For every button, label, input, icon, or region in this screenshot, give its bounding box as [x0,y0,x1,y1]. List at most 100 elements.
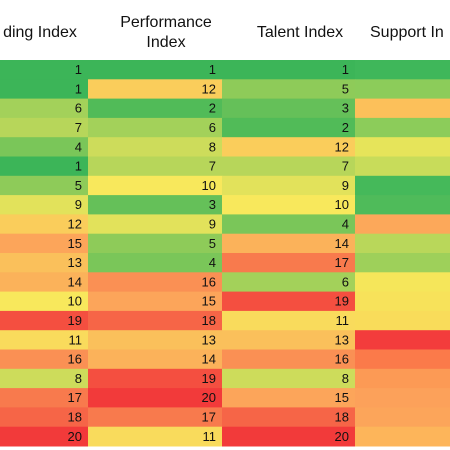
cell-value: 1 [75,159,82,174]
heat-cell [222,291,356,312]
cell-value: 11 [203,429,217,444]
heat-cell [88,291,223,312]
cell-value: 1 [75,62,82,77]
cell-value: 6 [75,101,82,116]
cell-value: 16 [335,352,349,367]
heat-cell [88,214,223,235]
cell-value: 9 [209,216,216,231]
cell-value: 18 [335,409,349,424]
cell-value: 2 [209,101,216,116]
heat-cell [355,156,450,177]
heat-cell [355,310,450,331]
cell-value: 16 [68,352,82,367]
cell-value: 18 [68,409,82,424]
heat-cell [0,330,89,350]
heat-cell [355,349,450,370]
cell-value: 19 [202,371,216,386]
cell-value: 13 [68,255,82,270]
cell-value: 18 [202,313,216,328]
heat-cell [222,156,356,177]
heat-cell [88,388,223,408]
heat-cell [0,426,89,447]
heat-cell [0,253,89,273]
heat-cell [0,117,89,138]
heat-cell [355,117,450,138]
cell-value: 11 [336,313,350,328]
cell-value: 17 [202,409,216,424]
cell-value: 10 [202,178,216,193]
cell-value: 4 [209,255,216,270]
heat-cell [222,137,356,157]
heat-cell [0,98,89,119]
heat-cell [222,388,356,408]
heat-cell [88,272,223,293]
heat-cell [355,79,450,100]
heat-cell [355,195,450,215]
cell-value: 5 [75,178,82,193]
heat-cell [0,137,89,157]
heat-cell [88,310,223,331]
heat-cell [222,60,356,80]
cell-value: 12 [202,81,216,96]
cell-value: 1 [75,81,82,96]
heat-cell [355,407,450,428]
heat-cell [355,253,450,273]
heat-cell [355,175,450,196]
cell-value: 5 [342,81,349,96]
heat-cell [222,175,356,196]
heat-cell [0,368,89,389]
heat-cell [0,310,89,331]
cell-value: 20 [335,429,349,444]
heat-cell [0,175,89,196]
cell-value: 17 [335,255,349,270]
cell-value: 14 [202,352,216,367]
heat-cell [355,291,450,312]
heat-cell [88,156,223,177]
heat-cell [222,214,356,235]
heat-cell [0,156,89,177]
heat-cell [222,368,356,389]
heat-cell [222,117,356,138]
cell-value: 15 [335,390,349,405]
cell-value: 20 [68,429,82,444]
heat-cell [355,272,450,293]
cell-value: 3 [209,197,216,212]
cell-value: 15 [68,236,82,251]
heat-cell [222,407,356,428]
heat-cell [222,310,356,331]
heat-cell [88,117,223,138]
cell-value: 6 [209,120,216,135]
cell-value: 17 [68,390,82,405]
heat-cell [88,137,223,157]
heat-cell [0,195,89,215]
column-header: Support In [370,24,444,41]
cell-value: 12 [335,139,349,154]
heat-cell [222,426,356,447]
cell-value: 5 [209,236,216,251]
cell-value: 13 [202,332,216,347]
heat-cell [88,349,223,370]
heat-cell [0,60,89,80]
heat-cell [222,195,356,215]
heat-cell [88,368,223,389]
cell-value: 6 [342,274,349,289]
heat-cell [0,272,89,293]
heat-cell [355,388,450,408]
heat-cell [355,330,450,350]
heat-cell [0,79,89,100]
heat-cell [222,253,356,273]
heat-cell [88,253,223,273]
heat-cell [355,137,450,157]
heat-cell [88,175,223,196]
heat-cell [355,368,450,389]
cell-value: 8 [75,371,82,386]
heat-cell [222,98,356,119]
heat-cell [355,214,450,235]
heat-cell [222,272,356,293]
heat-cell [0,407,89,428]
heat-cell [88,195,223,215]
cell-value: 20 [202,390,216,405]
cell-value: 7 [209,159,216,174]
